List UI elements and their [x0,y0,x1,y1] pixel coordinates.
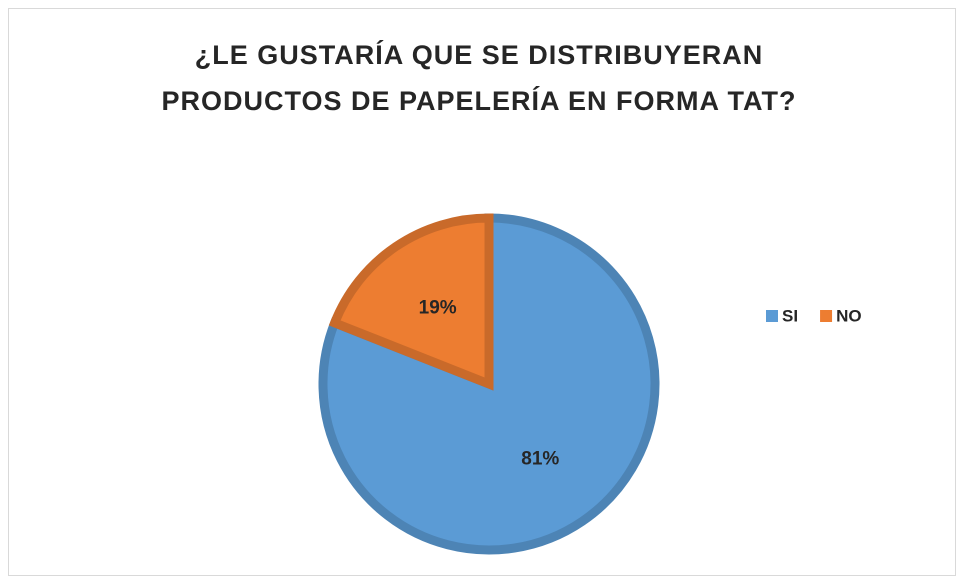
data-label: 81% [521,449,559,470]
legend-swatch [766,310,778,322]
data-label: 19% [419,298,457,319]
pie-slice [318,213,660,555]
chart-border [8,8,956,576]
pie-slice [328,213,494,391]
chart-title: ¿LE GUSTARÍA QUE SE DISTRIBUYERAN PRODUC… [161,40,797,116]
legend-label: NO [836,306,862,325]
legend-label: SI [782,306,798,325]
legend-swatch [820,310,833,322]
